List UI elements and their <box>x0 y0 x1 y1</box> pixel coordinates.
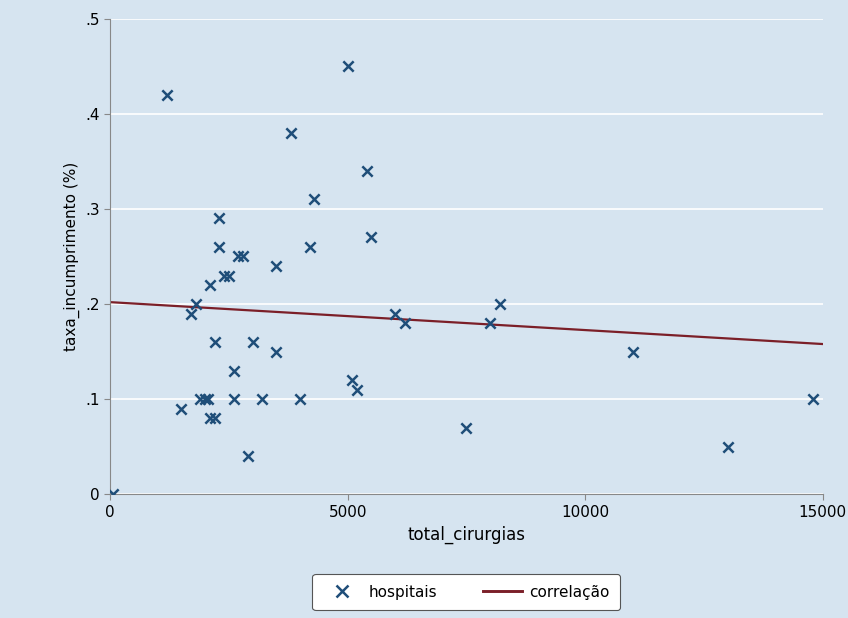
hospitais <box>227 394 241 404</box>
hospitais <box>365 232 378 242</box>
hospitais <box>350 385 364 395</box>
hospitais <box>193 394 207 404</box>
hospitais <box>360 166 373 176</box>
hospitais <box>160 90 174 99</box>
hospitais <box>721 442 734 452</box>
X-axis label: total_cirurgias: total_cirurgias <box>407 525 526 544</box>
hospitais <box>204 413 217 423</box>
hospitais <box>241 451 254 461</box>
hospitais <box>398 318 411 328</box>
hospitais <box>626 347 639 357</box>
hospitais <box>204 280 217 290</box>
Legend: hospitais, correlação: hospitais, correlação <box>312 574 621 611</box>
hospitais <box>232 252 245 261</box>
hospitais <box>341 61 354 71</box>
hospitais <box>208 337 221 347</box>
hospitais <box>270 261 283 271</box>
hospitais <box>806 394 820 404</box>
hospitais <box>175 404 188 413</box>
Y-axis label: taxa_incumprimento (%): taxa_incumprimento (%) <box>64 162 80 351</box>
hospitais <box>184 308 198 318</box>
hospitais <box>198 394 212 404</box>
hospitais <box>346 375 360 385</box>
hospitais <box>270 347 283 357</box>
hospitais <box>189 299 203 309</box>
hospitais <box>106 489 120 499</box>
hospitais <box>217 271 231 281</box>
hospitais <box>460 423 473 433</box>
hospitais <box>237 252 250 261</box>
hospitais <box>227 366 241 376</box>
hospitais <box>255 394 269 404</box>
hospitais <box>483 318 497 328</box>
hospitais <box>222 271 236 281</box>
hospitais <box>213 213 226 223</box>
hospitais <box>303 242 316 252</box>
hospitais <box>388 308 402 318</box>
hospitais <box>284 128 298 138</box>
hospitais <box>493 299 506 309</box>
hospitais <box>308 195 321 205</box>
hospitais <box>246 337 259 347</box>
hospitais <box>201 394 215 404</box>
hospitais <box>293 394 307 404</box>
hospitais <box>213 242 226 252</box>
hospitais <box>208 413 221 423</box>
